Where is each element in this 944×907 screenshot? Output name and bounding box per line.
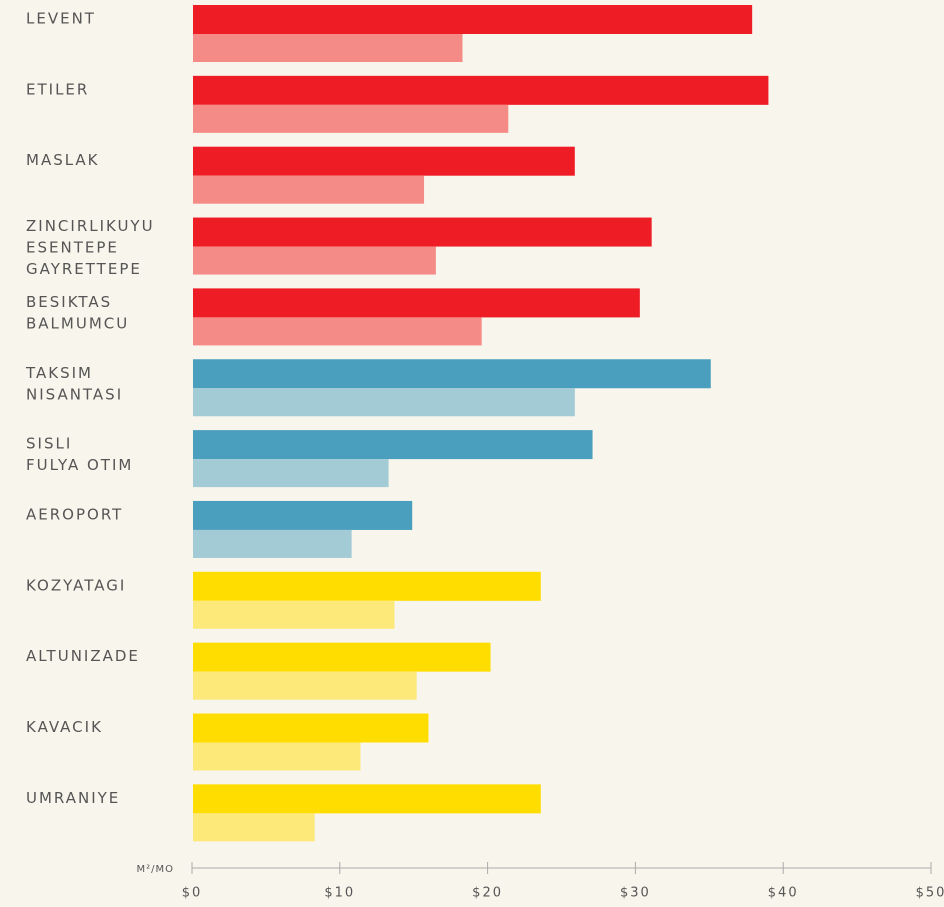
category-label: GAYRETTEPE [26, 260, 142, 278]
bar [193, 359, 711, 389]
bar [193, 288, 640, 318]
x-tick-label: $10 [324, 886, 355, 901]
category-label: TAKSIM [25, 364, 93, 382]
x-tick-label: $40 [768, 886, 799, 901]
category-label: ALTUNIZADE [26, 647, 140, 665]
category-label: BESIKTAS [26, 293, 112, 311]
bar [193, 5, 753, 34]
bar [193, 317, 482, 346]
bar [193, 430, 593, 460]
bar [193, 246, 436, 275]
bar [193, 713, 429, 743]
bar [193, 146, 575, 176]
bar [193, 600, 395, 629]
x-tick-label: $0 [182, 886, 203, 901]
bar [193, 75, 769, 105]
category-label: MASLAK [26, 151, 100, 169]
category-label: AEROPORT [26, 505, 123, 523]
category-label: ZINCIRLIKUYU [26, 217, 155, 235]
bar [193, 217, 652, 247]
category-label: FULYA OTIM [26, 456, 133, 474]
bar [193, 34, 463, 62]
x-tick-label: $30 [620, 886, 651, 901]
category-label: KAVACIK [26, 718, 103, 736]
bar [193, 175, 425, 204]
category-label: LEVENT [26, 10, 96, 28]
category-label: BALMUMCU [26, 314, 129, 332]
category-label: KOZYATAGI [26, 576, 126, 594]
category-label: ESENTEPE [26, 239, 119, 257]
bar [193, 571, 541, 601]
bar [193, 642, 491, 672]
category-label: UMRANIYE [26, 789, 120, 807]
bar [193, 529, 352, 558]
bar [193, 459, 389, 488]
x-axis-label: M²/MO [136, 864, 174, 875]
bar [193, 500, 413, 530]
x-tick-label: $50 [916, 886, 944, 901]
bar [193, 813, 315, 842]
bar [193, 388, 575, 417]
bar [193, 742, 361, 771]
x-tick-label: $20 [472, 886, 503, 901]
category-label: SISLI [26, 435, 72, 453]
category-label: NISANTASI [26, 385, 123, 403]
category-label: ETILER [26, 80, 89, 98]
bar [193, 104, 509, 133]
bar [193, 784, 541, 814]
bar [193, 671, 417, 700]
